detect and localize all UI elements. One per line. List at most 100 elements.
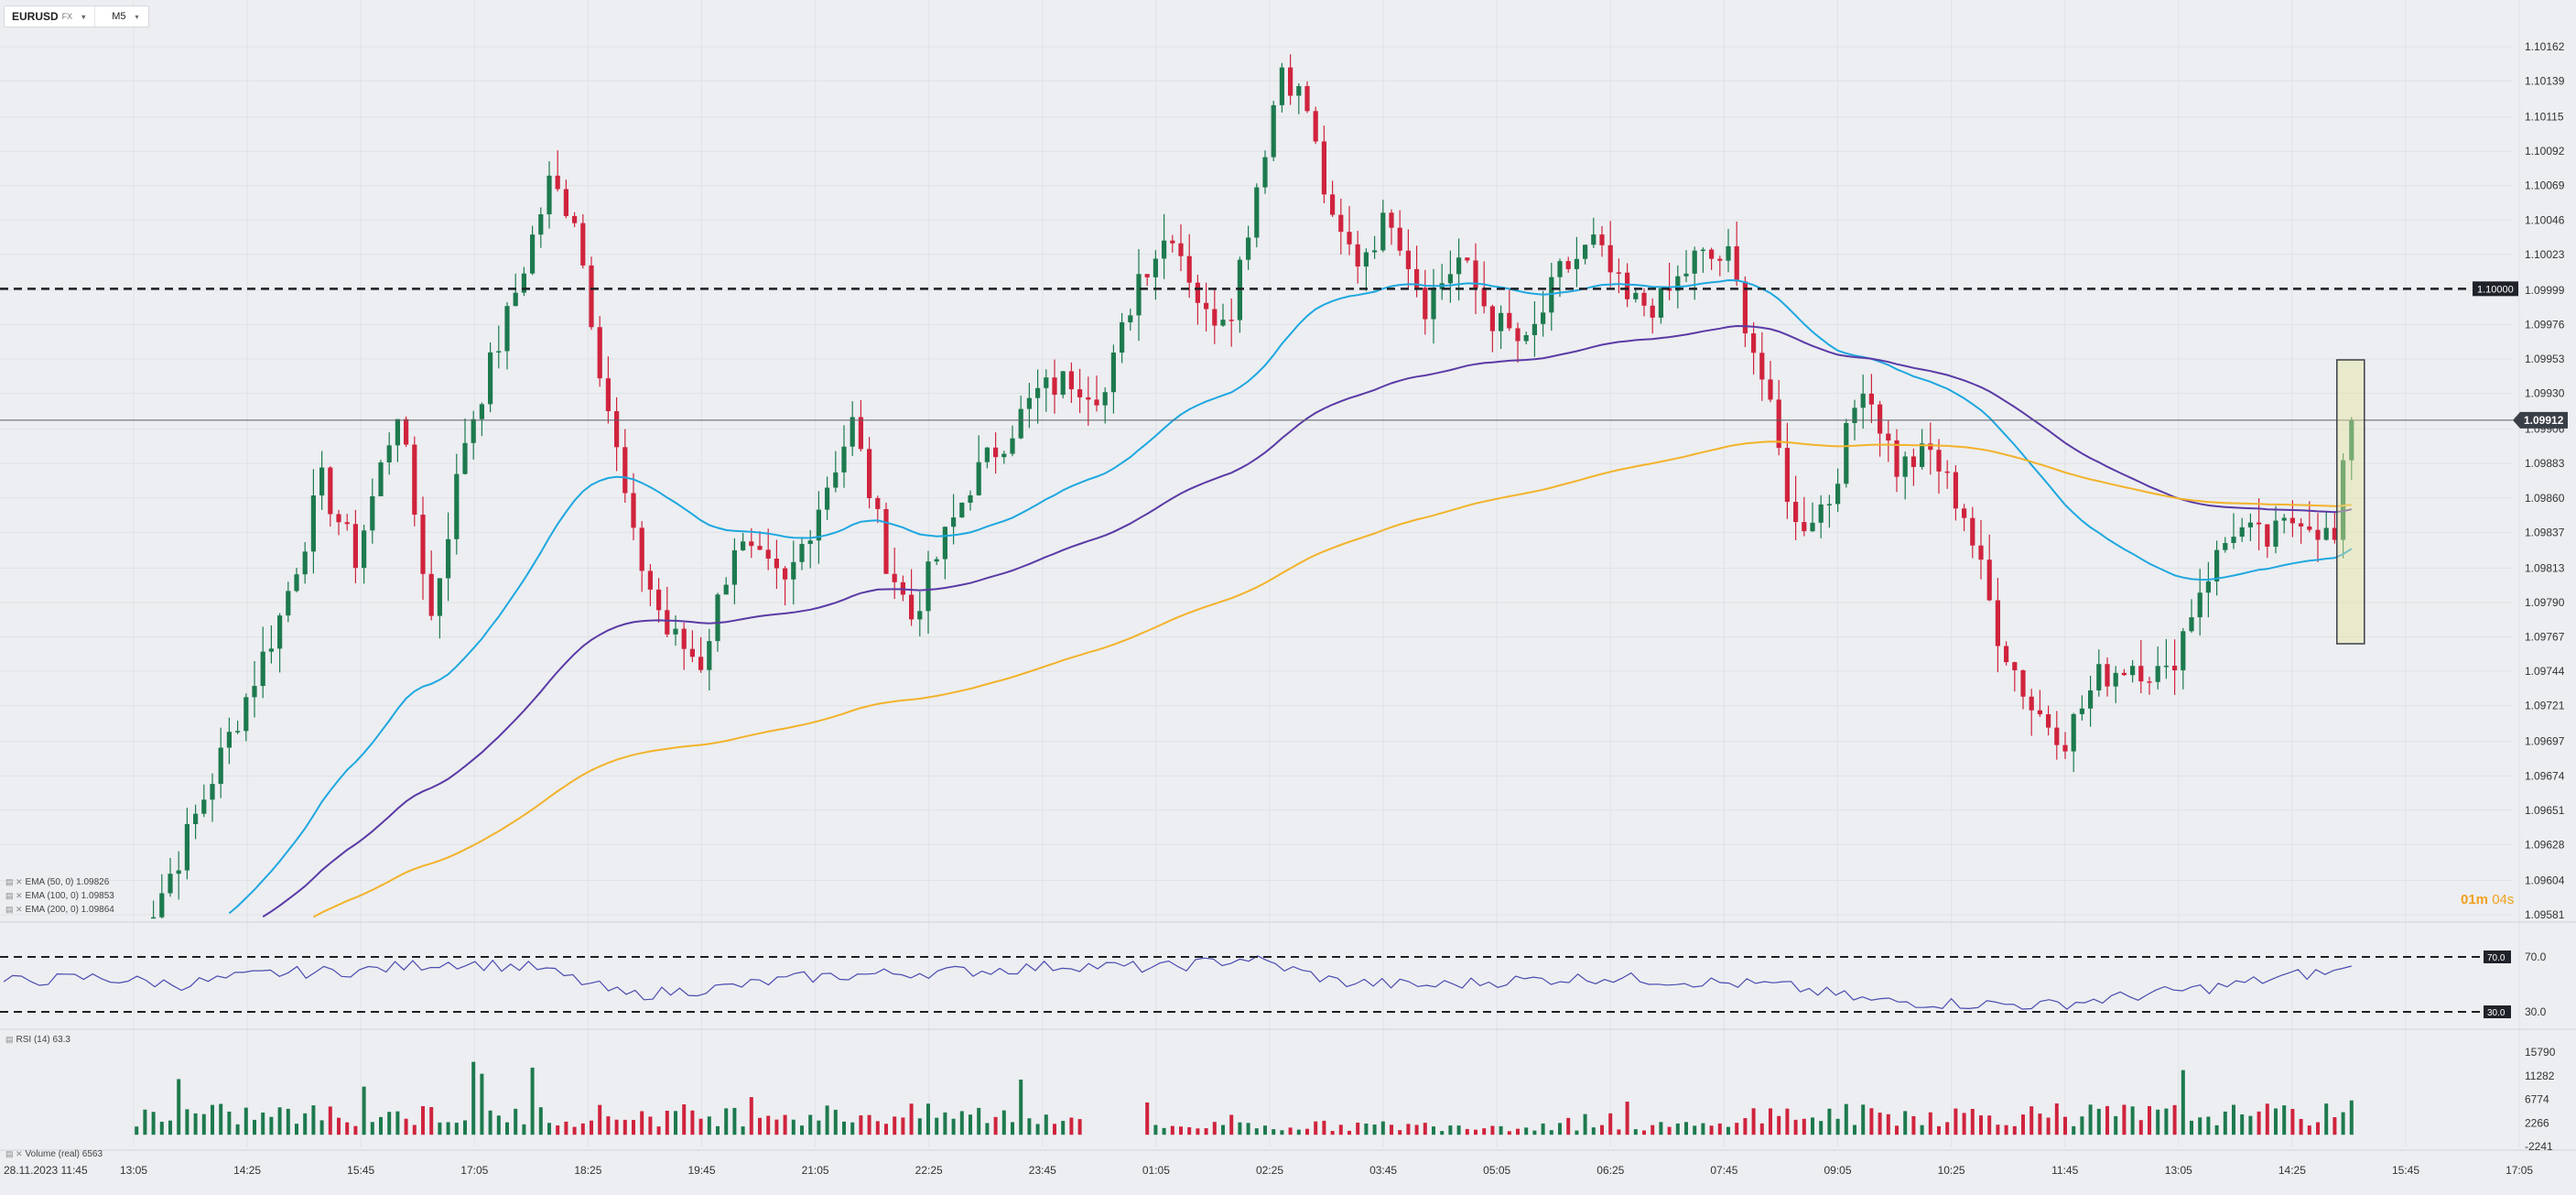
candle-body (1405, 250, 1411, 269)
volume-bar (1398, 1130, 1402, 1135)
rsi-legend[interactable]: ▤ RSI (14) 63.3 (5, 1035, 70, 1045)
volume-bar (1911, 1115, 1916, 1135)
candle-body (1599, 234, 1605, 245)
volume-bar (1996, 1124, 2000, 1135)
price-tick-label: 1.10162 (2525, 40, 2565, 53)
time-tick-label: 07:45 (1710, 1164, 1737, 1177)
price-tick-label: 1.09581 (2525, 908, 2565, 921)
volume-bar (1423, 1123, 1427, 1135)
volume-bar (1802, 1118, 1806, 1135)
time-tick-label: 23:45 (1029, 1164, 1056, 1177)
volume-bar (277, 1107, 282, 1135)
price-tick-label: 1.09767 (2525, 631, 2565, 644)
volume-bar (1928, 1112, 1932, 1135)
candle-body (1944, 471, 1950, 473)
volume-bar (1053, 1124, 1056, 1135)
timeframe-value: M5 (112, 11, 126, 22)
volume-bar (1322, 1120, 1326, 1135)
volume-bar (1069, 1117, 1074, 1135)
price-tick-label: 1.10115 (2525, 111, 2564, 124)
legend-ema-200[interactable]: ▤ ✕ EMA (200, 0) 1.09864 (5, 905, 114, 915)
candle-body (689, 648, 695, 657)
candle-body (2197, 592, 2203, 618)
volume-bar (842, 1121, 846, 1135)
candle-body (1212, 309, 1218, 326)
candle-body (1978, 545, 1984, 560)
volume-bar (2105, 1105, 2109, 1135)
horizontal-levels[interactable] (0, 288, 2513, 645)
candle-body (1658, 288, 1663, 318)
volume-bar (1246, 1123, 1250, 1135)
volume-legend[interactable]: ▤ ✕ Volume (real) 6563 (5, 1149, 103, 1159)
candle-body (1204, 302, 1209, 310)
candle-body (2223, 542, 2228, 550)
volume-bar (2114, 1115, 2118, 1135)
candle-body (1296, 86, 1302, 96)
volume-bar (1456, 1125, 1461, 1135)
ema-100-line (262, 324, 2353, 918)
candle-body (589, 265, 594, 328)
volume-bar (1314, 1121, 1318, 1135)
time-tick-label: 09:05 (1824, 1164, 1851, 1177)
candle-body (2214, 549, 2220, 581)
volume-bar (800, 1125, 804, 1135)
candle-body (1068, 371, 1074, 390)
volume-bar (791, 1119, 796, 1135)
candle-body (479, 404, 484, 419)
volume-bar (1625, 1102, 1629, 1135)
candle-body (1826, 504, 1832, 505)
rsi-level-label-bg (2484, 1005, 2511, 1018)
candle-body (2307, 526, 2312, 530)
symbol-selector[interactable]: EURUSD FX ▾ (5, 10, 94, 23)
volume-bar (2012, 1125, 2017, 1135)
candle-body (2029, 696, 2034, 711)
time-tick-label: 11:45 (2051, 1164, 2078, 1177)
candle-body (2231, 537, 2236, 543)
volume-bar (556, 1125, 560, 1135)
volume-bar (379, 1116, 383, 1135)
candle-body (681, 628, 687, 649)
volume-bar (438, 1122, 442, 1135)
legend-ema-100[interactable]: ▤ ✕ EMA (100, 0) 1.09853 (5, 891, 114, 901)
volume-bar (159, 1121, 164, 1135)
volume-bar (580, 1123, 585, 1135)
candle-body (968, 494, 973, 503)
candle-body (799, 544, 805, 562)
volume-bar (884, 1124, 888, 1135)
candle-body (647, 570, 653, 590)
volume-bar (1482, 1128, 1487, 1135)
candle-body (395, 418, 400, 446)
volume-bar (1305, 1128, 1309, 1135)
candle-body (875, 497, 881, 509)
volume-bar (1861, 1104, 1866, 1135)
time-tick-label: 10:25 (1938, 1164, 1965, 1177)
volume-bar (303, 1113, 308, 1135)
candle-body (1742, 281, 1748, 334)
candle-body (1010, 438, 1015, 454)
volume-bar (1532, 1130, 1537, 1135)
time-tick-label: 01:05 (1142, 1164, 1170, 1177)
candle-body (909, 594, 915, 620)
price-tick-label: 1.09860 (2525, 492, 2565, 505)
volume-bar (783, 1114, 787, 1135)
candle-body (2004, 646, 2009, 663)
candle-body (378, 462, 384, 496)
volume-bar (1162, 1127, 1166, 1135)
candle-body (1616, 272, 1621, 274)
volume-bar (2265, 1103, 2269, 1135)
candle-body (2062, 744, 2068, 752)
volume-bar (2349, 1100, 2354, 1135)
volume-bar (2274, 1108, 2278, 1135)
volume-bar (1380, 1121, 1385, 1135)
volume-bar (1432, 1126, 1435, 1135)
legend-ema-50[interactable]: ▤ ✕ EMA (50, 0) 1.09826 (5, 877, 110, 887)
timeframe-selector[interactable]: M5 ▾ (94, 6, 147, 27)
candle-body (2096, 664, 2102, 690)
candle-body (1928, 443, 1933, 451)
volume-bar (1507, 1131, 1511, 1135)
time-tick-label: 05:05 (1483, 1164, 1510, 1177)
candle-body (2130, 666, 2136, 676)
volume-bar (1651, 1124, 1655, 1135)
volume-bar (2181, 1070, 2185, 1135)
